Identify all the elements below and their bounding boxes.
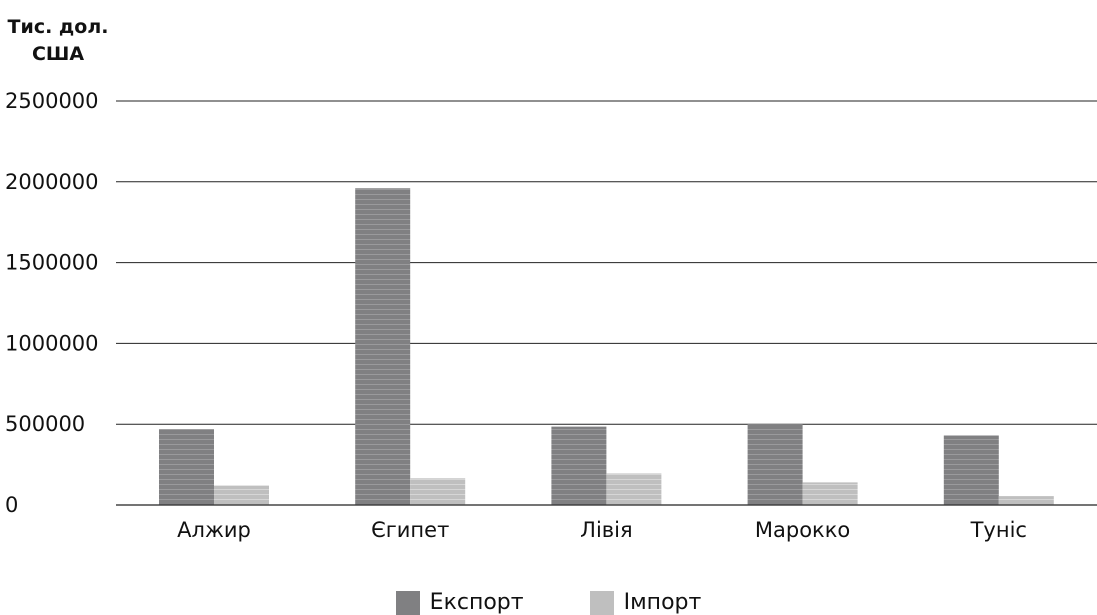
- legend: Експорт Імпорт: [0, 590, 1097, 615]
- legend-item-import: Імпорт: [589, 590, 702, 615]
- x-tick-label: Алжир: [177, 518, 251, 542]
- x-tick-label: Туніс: [970, 518, 1027, 542]
- bar-export: [551, 426, 607, 505]
- bar-import: [214, 485, 269, 505]
- y-tick-label: 0: [5, 493, 18, 517]
- bar-import: [998, 496, 1054, 505]
- bar-export: [355, 188, 411, 505]
- y-tick-label: 500000: [5, 412, 85, 436]
- legend-item-export: Експорт: [395, 590, 524, 615]
- bar-export: [747, 424, 803, 505]
- y-axis-label-line-1: Тис. дол.: [7, 16, 109, 38]
- x-tick-label: Марокко: [755, 518, 850, 542]
- x-tick-label: Єгипет: [371, 518, 449, 542]
- y-axis-label-line-2: США: [31, 43, 85, 65]
- legend-label-export: Експорт: [429, 590, 524, 615]
- y-axis-label: Тис. дол. США: [0, 14, 116, 68]
- y-tick-label: 1500000: [5, 251, 99, 275]
- y-tick-label: 2000000: [5, 170, 99, 194]
- legend-label-import: Імпорт: [623, 590, 702, 615]
- y-tick-label: 1000000: [5, 331, 99, 355]
- bar-export: [159, 429, 214, 505]
- bar-import: [606, 473, 662, 505]
- legend-swatch-export: [395, 590, 420, 615]
- legend-swatch-import: [589, 590, 614, 615]
- bar-import: [802, 482, 858, 505]
- y-tick-label: 2500000: [5, 89, 99, 113]
- x-tick-label: Лівія: [580, 518, 632, 542]
- bar-export: [943, 435, 999, 505]
- bar-import: [410, 478, 466, 505]
